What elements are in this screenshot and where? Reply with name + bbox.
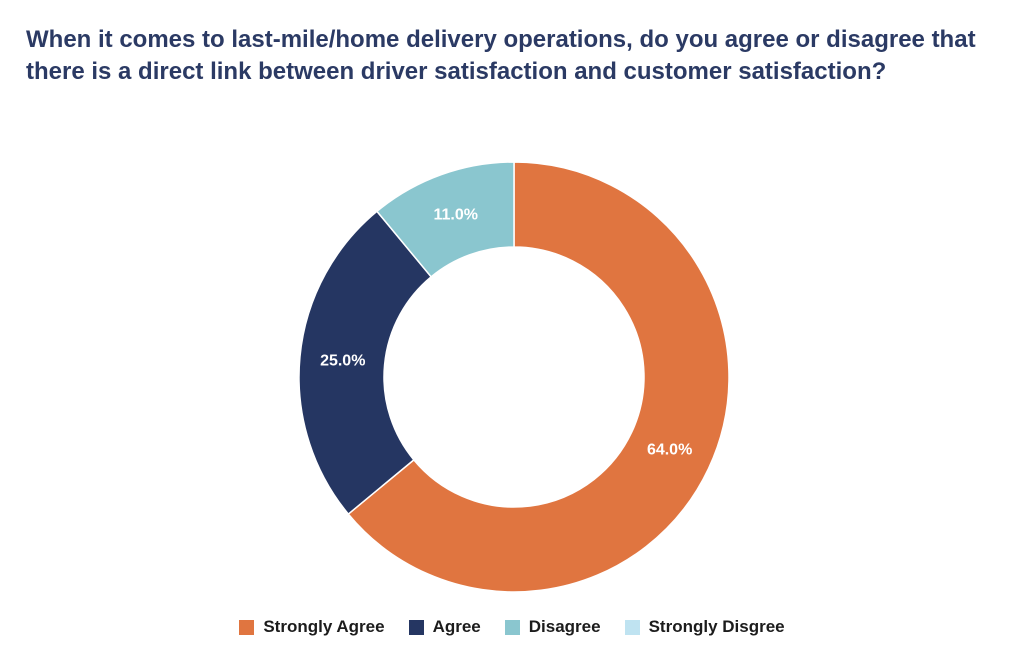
legend-item-agree[interactable]: Agree: [408, 617, 481, 637]
donut-slice-agree[interactable]: [298, 210, 433, 516]
legend-label-strongly-disagree: Strongly Disgree: [648, 617, 785, 636]
legend-label-agree: Agree: [432, 617, 481, 636]
slice-label-agree: 25.0%: [320, 352, 365, 369]
legend-swatch-disagree: [504, 619, 520, 635]
legend-swatch-agree: [408, 619, 424, 635]
chart-title: When it comes to last-mile/home delivery…: [26, 26, 976, 85]
legend-swatch-strongly-disagree: [624, 619, 640, 635]
legend-item-strongly-disagree[interactable]: Strongly Disgree: [624, 617, 785, 637]
legend-item-strongly-agree[interactable]: Strongly Agree: [239, 617, 385, 637]
legend-label-disagree: Disagree: [528, 617, 601, 636]
slice-label-disagree: 11.0%: [433, 207, 477, 224]
chart-legend: Strongly Agree Agree Disagree Strongly D…: [0, 617, 1024, 637]
donut-slice-disagree[interactable]: [375, 161, 515, 278]
legend-item-disagree[interactable]: Disagree: [504, 617, 601, 637]
donut-slice-strongly-agree[interactable]: [347, 161, 730, 593]
legend-swatch-strongly-agree: [239, 619, 255, 635]
legend-label-strongly-agree: Strongly Agree: [263, 617, 385, 636]
slice-label-strongly-agree: 64.0%: [647, 442, 692, 459]
